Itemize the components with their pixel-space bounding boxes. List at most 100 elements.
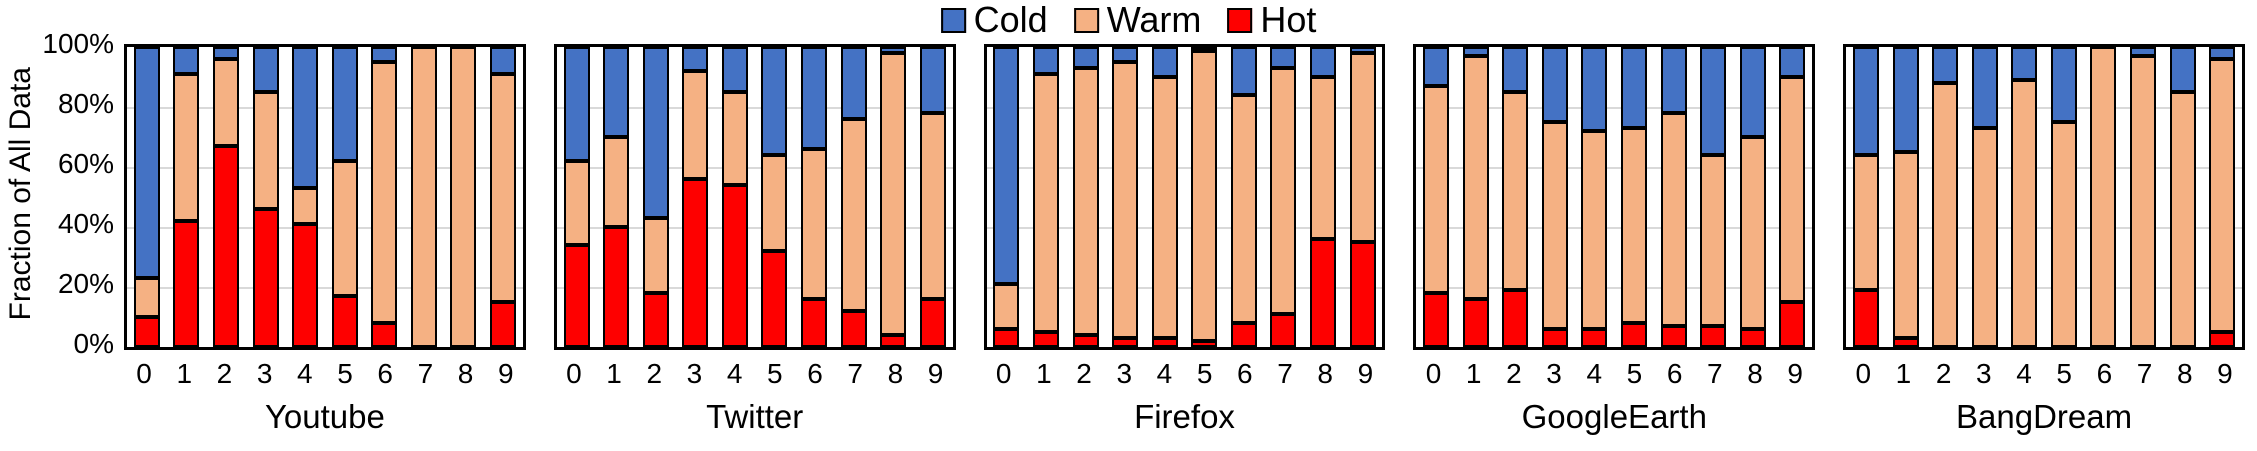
hot-segment [761, 251, 788, 347]
hot-segment [2209, 332, 2236, 347]
warm-segment [1072, 68, 1099, 335]
warm-segment [761, 155, 788, 251]
x-tick-label: 8 [1317, 358, 1333, 389]
hot-segment [1621, 323, 1648, 347]
hot-segment [642, 293, 669, 347]
x-tick-label: 2 [1076, 358, 1092, 389]
cold-segment [1502, 47, 1529, 92]
panel-twitter: 0 1 2 3 4 5 6 7 8 9 Twitter [553, 44, 956, 436]
gridline [986, 107, 1383, 109]
x-tick-label: 1 [1465, 358, 1482, 389]
panel-youtube: 0 1 2 3 4 5 6 7 8 9 Youtube [124, 44, 526, 436]
bar-slot [1654, 47, 1694, 347]
bar-slot [1184, 47, 1224, 347]
x-tick-label: 0 [1855, 358, 1872, 389]
x-tick-label: 0 [995, 358, 1012, 389]
hot-segment [721, 185, 748, 347]
warm-swatch-icon [1073, 7, 1099, 33]
hot-segment [682, 179, 709, 347]
warm-segment [1892, 152, 1919, 338]
plot-area [983, 44, 1386, 350]
bar-slot [987, 47, 1027, 347]
warm-segment [1270, 68, 1297, 314]
stacked-bar-twitter-7 [840, 47, 867, 347]
x-tick-label: 3 [1546, 358, 1562, 389]
y-axis-ticks: 100% 80% 60% 40% 20% 0% [42, 28, 124, 359]
x-tick-label: 6 [2096, 358, 2113, 389]
gridline [1416, 227, 1813, 229]
bar-slot [1614, 47, 1654, 347]
hot-segment [1462, 299, 1489, 347]
warm-segment [1032, 74, 1059, 332]
stacked-bar-firefox-0 [993, 47, 1020, 347]
hot-segment [993, 329, 1020, 347]
stacked-bar-googleearth-0 [1423, 47, 1450, 347]
stacked-bar-googleearth-6 [1660, 47, 1687, 347]
stacked-bar-googleearth-9 [1779, 47, 1806, 347]
bar-slot [794, 47, 834, 347]
cold-segment [1032, 47, 1059, 74]
gridline [127, 167, 523, 169]
warm-segment [1971, 128, 1998, 347]
warm-segment [1660, 113, 1687, 326]
hot-segment [1660, 326, 1687, 347]
bar-slot [1026, 47, 1066, 347]
stacked-bar-twitter-9 [919, 47, 946, 347]
x-tick-label: 5 [1196, 358, 1213, 389]
stacked-bar-twitter-0 [563, 47, 590, 347]
stacked-bar-firefox-3 [1112, 47, 1139, 347]
legend-item-warm: Warm [1073, 0, 1202, 40]
hot-segment [1581, 329, 1608, 347]
x-tick-label: 9 [1357, 358, 1374, 389]
stacked-bar-bangdream-6 [2090, 47, 2117, 347]
x-tick-label: 6 [1666, 358, 1683, 389]
legend-label-warm: Warm [1106, 0, 1202, 40]
cold-segment [1852, 47, 1879, 155]
bar-slot [1886, 47, 1926, 347]
stacked-bar-bangdream-2 [1932, 47, 1959, 347]
cold-segment [1660, 47, 1687, 113]
x-tick-label: 8 [457, 358, 474, 389]
stacked-bar-firefox-4 [1151, 47, 1178, 347]
stacked-bar-bangdream-9 [2209, 47, 2236, 347]
bar-slot [1733, 47, 1773, 347]
x-tick-label: 3 [256, 358, 273, 389]
bar-slot [1066, 47, 1106, 347]
cold-segment [2130, 47, 2157, 56]
cold-segment [1462, 47, 1489, 56]
hot-segment [1739, 329, 1766, 347]
warm-segment [489, 74, 516, 302]
warm-segment [1112, 62, 1139, 338]
y-tick-label: 80% [57, 88, 114, 119]
cold-segment [2169, 47, 2196, 92]
cold-segment [1581, 47, 1608, 131]
stacked-bar-twitter-6 [801, 47, 828, 347]
bar-slot [1693, 47, 1733, 347]
cold-segment [840, 47, 867, 119]
warm-segment [1541, 122, 1568, 329]
legend-label-cold: Cold [973, 0, 1048, 40]
bar-slot [2202, 47, 2242, 347]
bars-group [1416, 47, 1812, 347]
x-tick-label: 0 [1425, 358, 1442, 389]
hot-segment [371, 323, 398, 347]
bar-slot [1145, 47, 1185, 347]
warm-segment [133, 278, 160, 317]
warm-segment [642, 218, 669, 293]
hot-segment [133, 317, 160, 347]
stacked-bar-firefox-5 [1191, 47, 1218, 347]
warm-segment [919, 113, 946, 299]
gridline [556, 167, 953, 169]
stacked-bar-twitter-1 [603, 47, 630, 347]
bar-slot [873, 47, 913, 347]
x-tick-label: 2 [646, 358, 663, 389]
x-tick-label: 6 [807, 358, 823, 389]
bar-slot [1575, 47, 1615, 347]
x-tick-label: 5 [337, 358, 353, 389]
x-tick-label: 4 [297, 358, 313, 389]
hot-segment [1270, 314, 1297, 347]
stacked-bar-youtube-3 [252, 47, 279, 347]
cold-segment [801, 47, 828, 149]
plot-area [553, 44, 956, 350]
